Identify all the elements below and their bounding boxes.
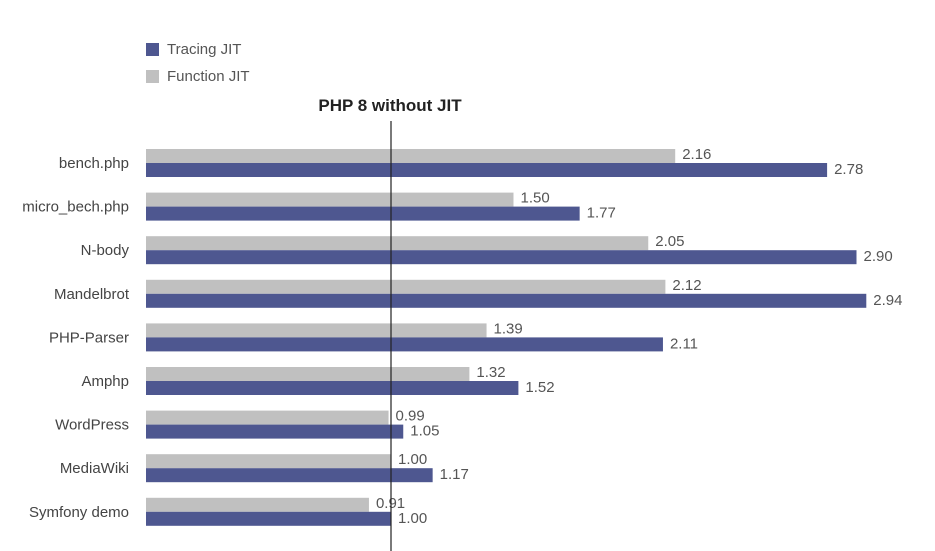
category-label-symfony-demo: Symfony demo	[29, 504, 129, 521]
category-label-php-parser: PHP-Parser	[49, 329, 129, 346]
data-label-tracing-jit-symfony-demo: 1.00	[398, 510, 427, 527]
bar-tracing-jit-mandelbrot	[146, 293, 867, 308]
category-label-bench-php: bench.php	[59, 155, 129, 172]
bar-tracing-jit-micro-bech-php	[146, 206, 580, 221]
bar-function-jit-php-parser	[146, 323, 487, 338]
data-label-function-jit-wordpress: 0.99	[396, 408, 425, 425]
legend-label-tracing-jit: Tracing JIT	[167, 40, 242, 58]
category-label-amphp: Amphp	[81, 373, 129, 390]
legend-item-tracing-jit: Tracing JIT	[146, 40, 242, 58]
bar-tracing-jit-mediawiki	[146, 468, 433, 483]
bar-function-jit-symfony-demo	[146, 497, 369, 512]
bar-tracing-jit-n-body	[146, 250, 857, 265]
data-label-function-jit-mandelbrot: 2.12	[672, 277, 701, 294]
data-label-function-jit-n-body: 2.05	[655, 233, 684, 250]
data-label-function-jit-mediawiki: 1.00	[398, 451, 427, 468]
category-label-micro-bech-php: micro_bech.php	[22, 199, 129, 216]
data-label-tracing-jit-micro-bech-php: 1.77	[587, 205, 616, 222]
data-label-tracing-jit-mediawiki: 1.17	[440, 466, 469, 483]
data-label-tracing-jit-n-body: 2.90	[864, 248, 893, 265]
category-label-mediawiki: MediaWiki	[60, 460, 129, 477]
bar-function-jit-bench-php	[146, 149, 676, 163]
bar-function-jit-amphp	[146, 367, 470, 381]
bar-tracing-jit-bench-php	[146, 163, 828, 177]
reference-line-title: PHP 8 without JIT	[318, 96, 462, 115]
data-label-function-jit-micro-bech-php: 1.50	[521, 190, 550, 207]
bar-function-jit-mandelbrot	[146, 279, 666, 294]
legend-label-function-jit: Function JIT	[167, 67, 250, 85]
data-label-tracing-jit-bench-php: 2.78	[834, 161, 863, 178]
data-label-function-jit-amphp: 1.32	[476, 364, 505, 381]
legend-item-function-jit: Function JIT	[146, 67, 250, 85]
bar-function-jit-n-body	[146, 236, 649, 251]
data-label-function-jit-bench-php: 2.16	[682, 146, 711, 163]
category-label-n-body: N-body	[81, 242, 130, 259]
data-label-tracing-jit-mandelbrot: 2.94	[873, 292, 902, 309]
bar-tracing-jit-amphp	[146, 381, 519, 395]
category-label-wordpress: WordPress	[55, 417, 129, 434]
data-label-tracing-jit-php-parser: 2.11	[670, 335, 698, 352]
bar-function-jit-mediawiki	[146, 454, 391, 469]
bar-tracing-jit-wordpress	[146, 424, 404, 439]
bar-function-jit-wordpress	[146, 410, 389, 425]
data-label-tracing-jit-wordpress: 1.05	[410, 423, 439, 440]
data-label-tracing-jit-amphp: 1.52	[525, 379, 554, 396]
legend-swatch-tracing-jit	[146, 42, 159, 56]
category-label-mandelbrot: Mandelbrot	[54, 286, 130, 303]
bar-tracing-jit-php-parser	[146, 337, 663, 352]
bar-function-jit-micro-bech-php	[146, 192, 514, 207]
bar-tracing-jit-symfony-demo	[146, 511, 391, 526]
legend-swatch-function-jit	[146, 69, 159, 83]
data-label-function-jit-php-parser: 1.39	[494, 320, 523, 337]
